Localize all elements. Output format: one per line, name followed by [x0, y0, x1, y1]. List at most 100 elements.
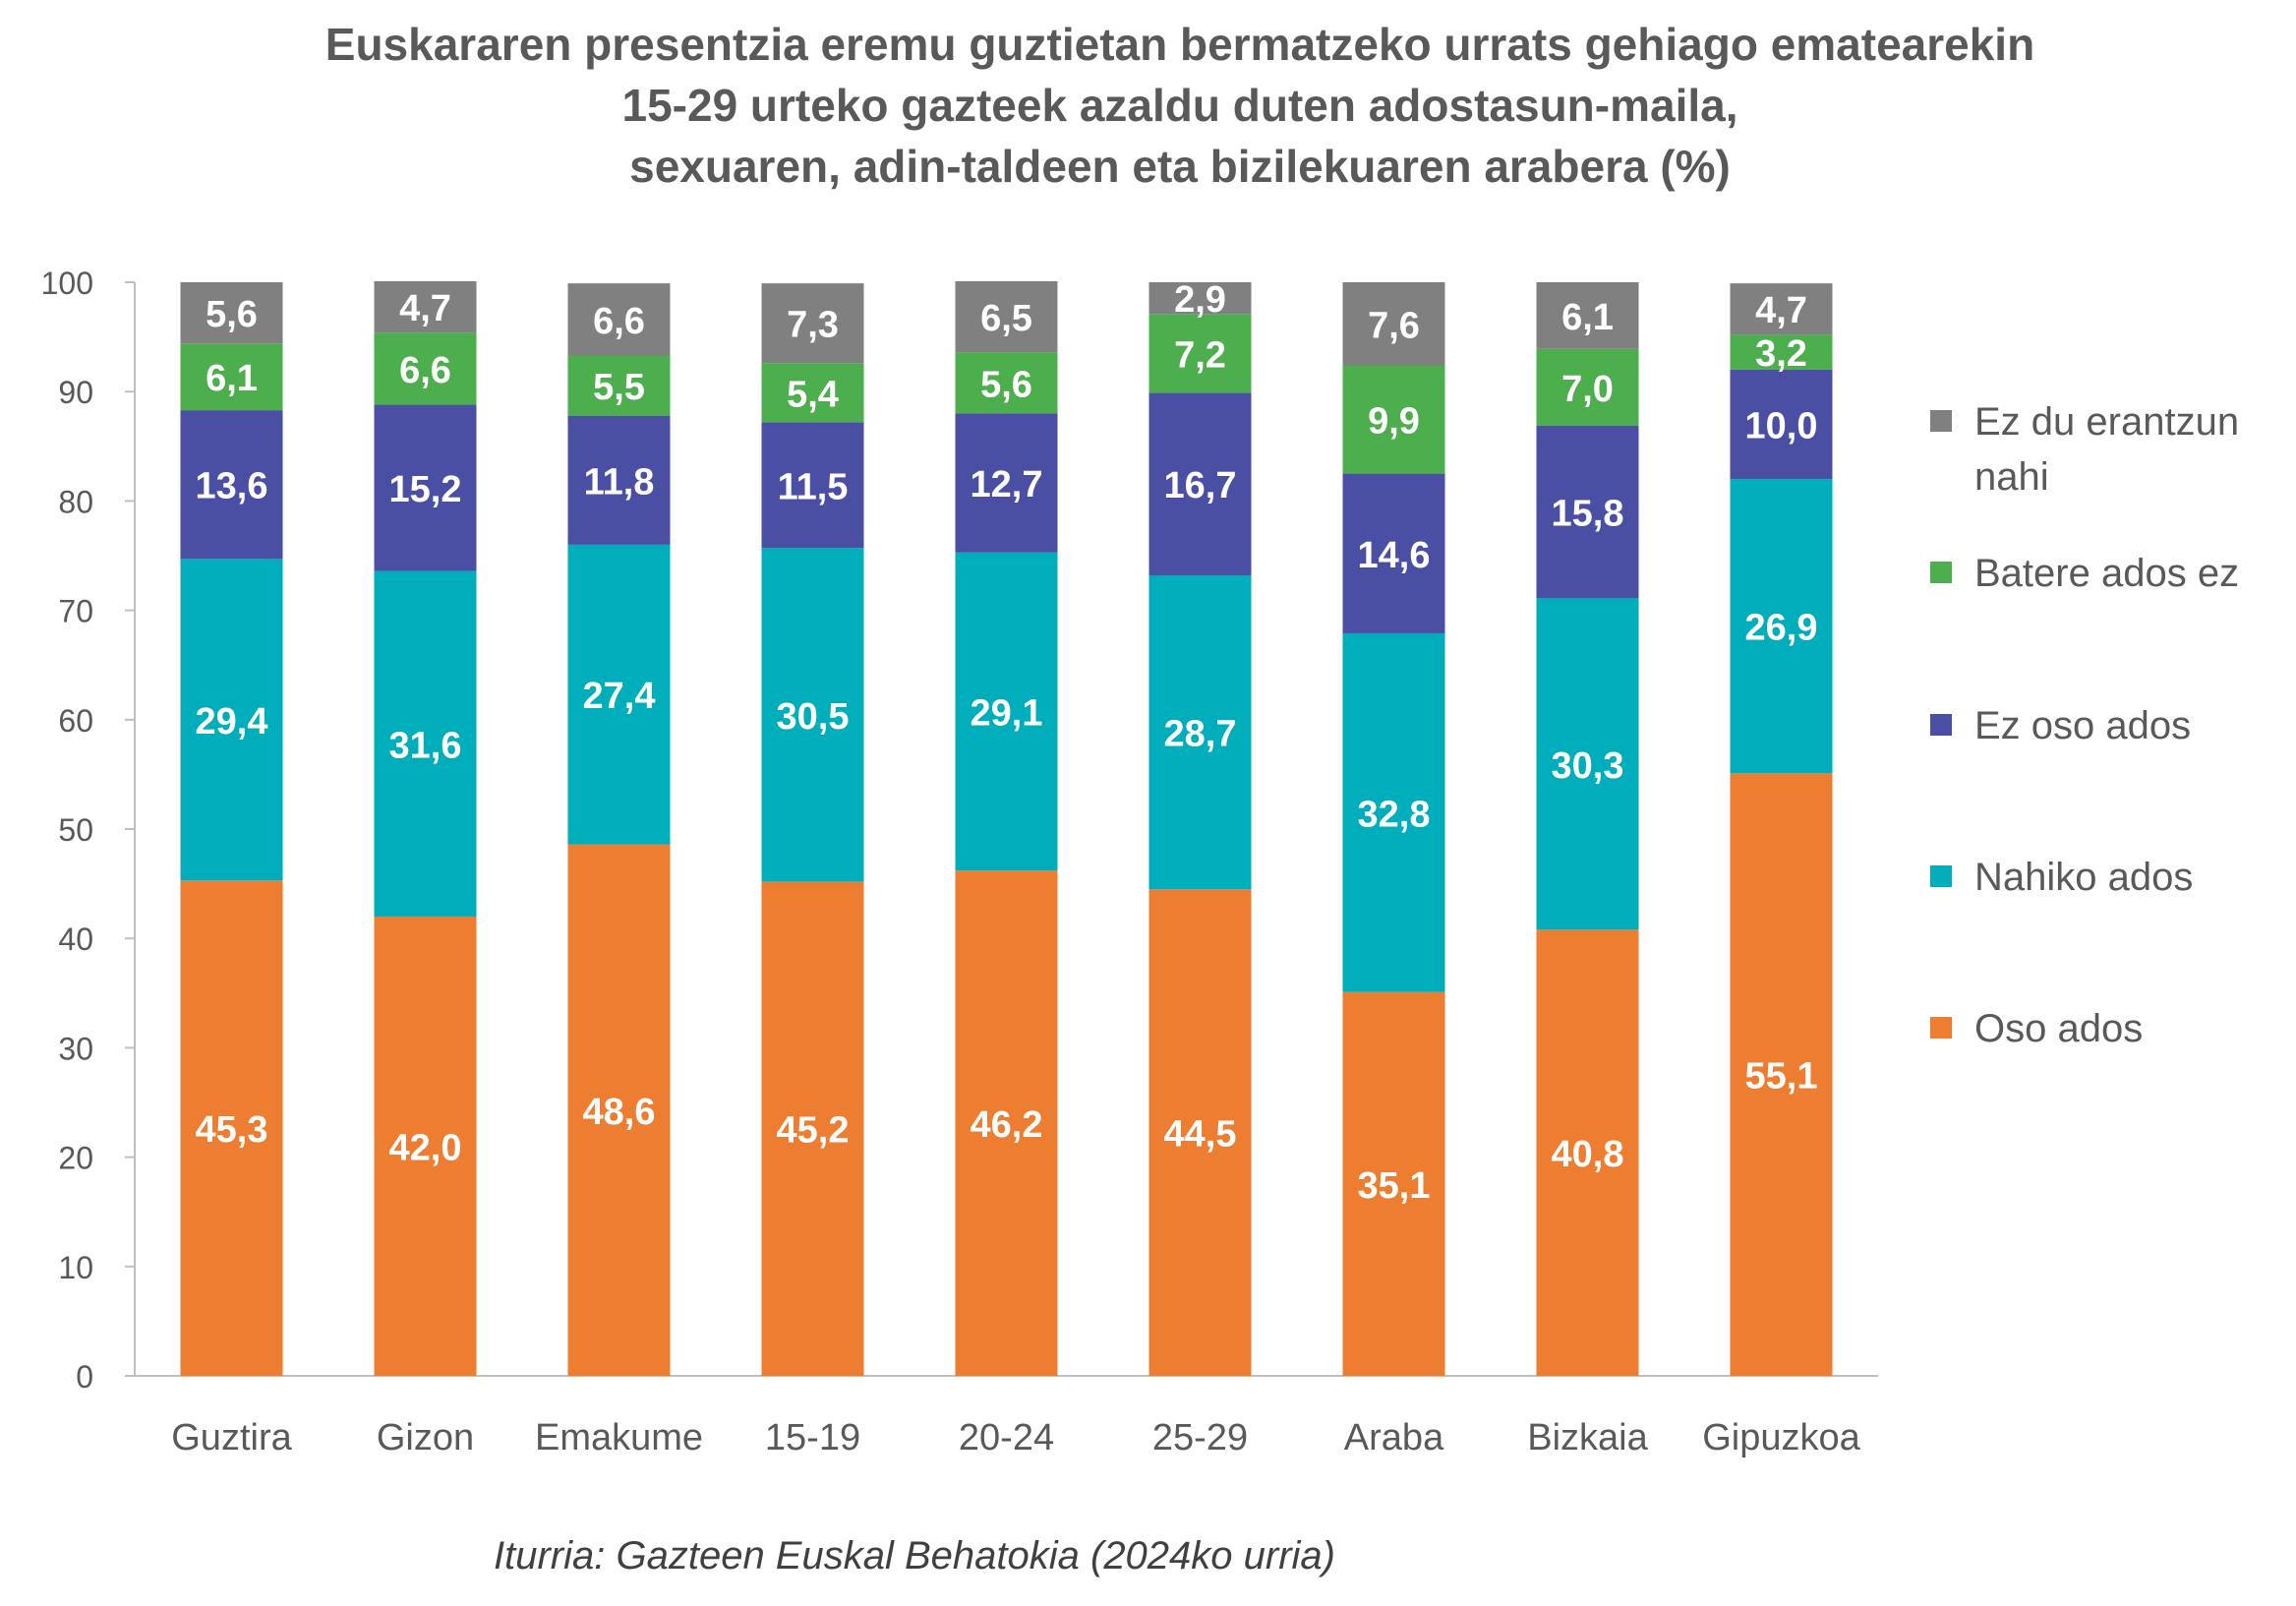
bar-segment: [1536, 282, 1639, 349]
x-category-label: 20-24: [959, 1417, 1054, 1458]
data-label: 26,9: [1745, 608, 1818, 649]
legend-label: Batere ados ez: [1974, 552, 2239, 595]
y-tick-label: 100: [41, 266, 93, 301]
bar-segment: [180, 410, 283, 560]
bar-segment: [955, 413, 1058, 553]
data-label: 35,1: [1358, 1165, 1431, 1207]
bar-segment: [1342, 632, 1445, 992]
bar-segment: [567, 355, 671, 416]
bar-segment: [955, 352, 1058, 414]
bar-segment: [1730, 773, 1833, 1376]
bar-segment: [761, 422, 864, 549]
x-category-label: 25-29: [1152, 1417, 1248, 1458]
legend-label-line: Oso ados: [1974, 1007, 2143, 1050]
y-tick-label: 30: [58, 1031, 93, 1066]
bar-segment: [567, 415, 671, 545]
data-label: 32,8: [1358, 794, 1431, 835]
data-label: 45,2: [777, 1110, 850, 1152]
data-label: 6,1: [206, 358, 258, 399]
data-label: 7,2: [1174, 334, 1226, 376]
data-label: 5,5: [593, 367, 645, 408]
data-label: 40,8: [1552, 1134, 1624, 1175]
data-label: 15,2: [389, 469, 462, 510]
bar-segment: [1342, 282, 1445, 366]
bar-segment: [180, 880, 283, 1376]
x-category-label: Emakume: [535, 1417, 703, 1458]
legend-label-line: Ez du erantzun: [1974, 400, 2239, 444]
x-category-label: Araba: [1344, 1417, 1444, 1458]
legend-label: Ez du erantzun nahi: [1974, 400, 2239, 499]
bar-segment: [955, 552, 1058, 871]
x-category-label: Guztira: [171, 1417, 292, 1458]
data-label: 9,9: [1368, 401, 1420, 443]
bar-segment: [1148, 314, 1252, 393]
title-line-2: 15-29 urteko gazteek azaldu duten adosta…: [621, 80, 1738, 131]
x-category-label: 15-19: [765, 1417, 860, 1458]
data-label: 16,7: [1164, 465, 1237, 506]
data-label: 5,6: [206, 294, 258, 335]
data-label: 4,7: [399, 288, 451, 329]
bar-segment: [1730, 283, 1833, 335]
bar-segment: [761, 363, 864, 423]
data-label: 2,9: [1174, 279, 1226, 321]
data-label: 30,5: [777, 696, 850, 738]
bar-segment: [1148, 889, 1252, 1376]
data-label: 3,2: [1755, 333, 1807, 375]
y-tick-label: 50: [58, 812, 93, 848]
data-label: 6,5: [980, 298, 1032, 339]
legend-swatch: [1930, 562, 1952, 583]
chart-title: Euskararen presentzia eremu guztietan be…: [0, 14, 2296, 197]
x-category-label: Gizon: [377, 1417, 474, 1458]
bar-segment: [1342, 473, 1445, 633]
data-label: 31,6: [389, 725, 462, 766]
bar-segment: [955, 280, 1058, 353]
legend-swatch: [1930, 714, 1952, 736]
data-label: 30,3: [1552, 745, 1624, 787]
bar-segment: [180, 559, 283, 881]
x-category-label: Gipuzkoa: [1702, 1417, 1860, 1458]
data-label: 4,7: [1755, 290, 1807, 331]
y-tick-label: 70: [58, 594, 93, 629]
data-label: 7,0: [1561, 369, 1614, 410]
bar-segment: [1342, 365, 1445, 474]
data-label: 42,0: [389, 1127, 462, 1168]
data-label: 15,8: [1552, 494, 1624, 535]
legend-label-line: Batere ados ez: [1974, 552, 2239, 595]
bar-segment: [567, 844, 671, 1376]
bar-segment: [567, 544, 671, 845]
data-label: 14,6: [1358, 535, 1431, 576]
bar-segment: [1342, 991, 1445, 1376]
bar-segment: [567, 283, 671, 356]
bar-segment: [374, 332, 477, 405]
bar-segment: [1536, 929, 1639, 1376]
data-label: 46,2: [971, 1104, 1043, 1146]
data-label: 55,1: [1745, 1056, 1818, 1098]
bar-segment: [374, 916, 477, 1376]
data-label: 45,3: [196, 1109, 268, 1151]
data-label: 6,1: [1561, 297, 1614, 338]
data-label: 5,4: [787, 374, 839, 415]
bar-segment: [955, 870, 1058, 1376]
bar-segment: [374, 570, 477, 917]
y-tick-label: 20: [58, 1141, 93, 1176]
legend-label: Oso ados: [1974, 1007, 2143, 1050]
data-label: 12,7: [971, 464, 1043, 506]
legend-label-line: Nahiko ados: [1974, 856, 2193, 899]
legend-label: Ez oso ados: [1974, 704, 2191, 747]
data-label: 5,6: [980, 364, 1032, 405]
y-tick-label: 0: [76, 1359, 93, 1395]
data-label: 28,7: [1164, 714, 1237, 755]
y-tick-label: 10: [58, 1250, 93, 1285]
data-label: 10,0: [1745, 406, 1818, 447]
bar-segment: [761, 283, 864, 364]
y-tick-label: 80: [58, 484, 93, 519]
x-category-label: Bizkaia: [1527, 1417, 1648, 1458]
title-line-1: Euskararen presentzia eremu guztietan be…: [324, 19, 2035, 70]
source-note: Iturria: Gazteen Euskal Behatokia (2024k…: [494, 1534, 1335, 1577]
data-label: 7,6: [1368, 305, 1420, 346]
bar-segment: [1148, 575, 1252, 890]
data-label: 11,8: [584, 461, 655, 503]
y-tick-label: 60: [58, 703, 93, 739]
bar-segment: [374, 280, 477, 333]
bar-segment: [761, 881, 864, 1376]
